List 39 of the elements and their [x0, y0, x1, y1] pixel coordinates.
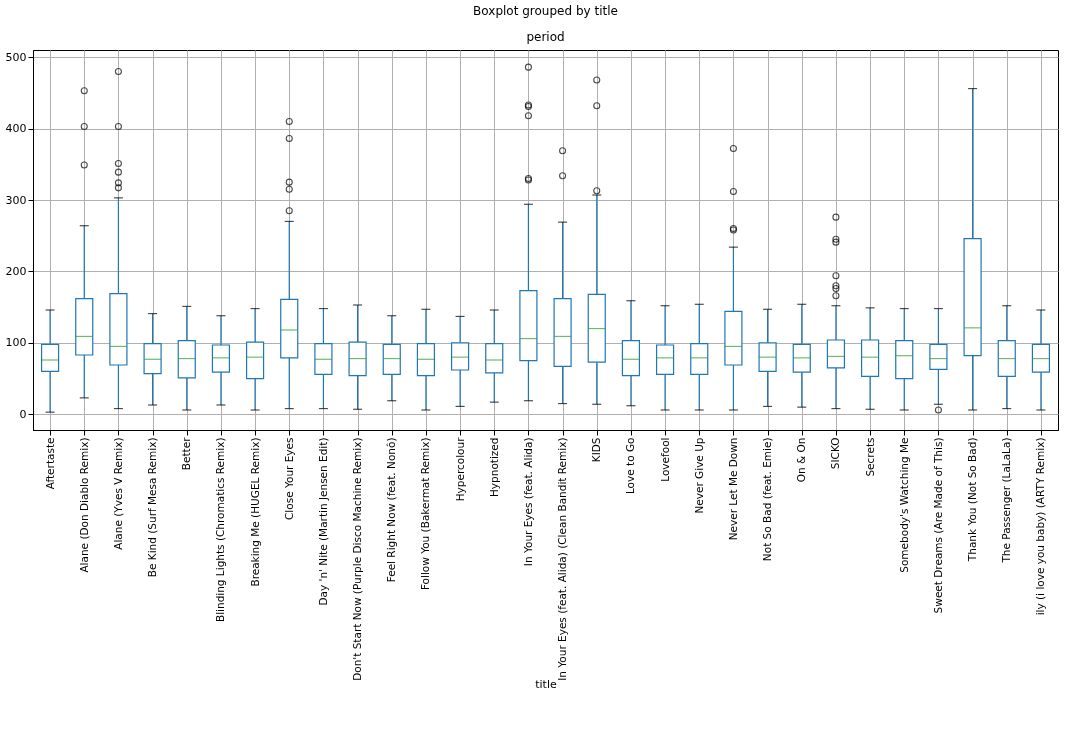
x-tick-label: Alane (Yves V Remix)	[111, 437, 124, 550]
x-tick-label: Be Kind (Surf Mesa Remix)	[146, 437, 159, 578]
x-tick-label: Better	[180, 436, 193, 471]
x-tick-label: Never Let Me Down	[726, 437, 739, 541]
x-tick-label: Thank You (Not So Bad)	[966, 437, 979, 563]
x-tick-label: Sweet Dreams (Are Made of This)	[931, 437, 944, 614]
x-tick-label: Secrets	[863, 437, 876, 477]
x-tick-label: Alane (Don Diablo Remix)	[77, 437, 90, 573]
x-tick-label: Aftertaste	[43, 437, 56, 490]
x-tick-label: Follow You (Bakermat Remix)	[419, 437, 432, 591]
x-axis-title: title	[535, 677, 557, 691]
x-tick-label: The Passenger (LaLaLa)	[1000, 437, 1013, 564]
x-tick-label: Feel Right Now (feat. Nonô)	[385, 437, 398, 583]
y-tick-label: 300	[5, 193, 27, 207]
x-tick-label: In Your Eyes (feat. Alida)	[521, 437, 534, 567]
x-tick-label: Don't Start Now (Purple Disco Machine Remix)	[351, 437, 364, 681]
x-tick-label: SICKO	[829, 437, 842, 470]
x-tick-label: Breaking Me (HUGEL Remix)	[248, 437, 261, 587]
y-tick-label: 200	[5, 264, 27, 278]
x-tick-label: Blinding Lights (Chromatics Remix)	[214, 437, 227, 623]
x-tick-label: Hypnotized	[487, 437, 500, 498]
y-tick-label: 0	[19, 407, 27, 421]
x-tick-label: Love to Go	[624, 437, 637, 495]
x-tick-label: Not So Bad (feat. Emie)	[761, 437, 774, 562]
x-tick-label: KIDS	[590, 437, 603, 463]
y-tick-label: 500	[5, 50, 27, 64]
x-tick-label: Never Give Up	[692, 437, 705, 514]
x-tick-label: In Your Eyes (feat. Alida) (Clean Bandit Remix)	[556, 437, 569, 681]
x-tick-label: Hypercolour	[453, 436, 466, 502]
chart-title: Boxplot grouped by title	[473, 4, 618, 18]
x-tick-label: Day 'n' Nite (Martin Jensen Edit)	[316, 437, 329, 606]
x-tick-label: Lovefool	[658, 437, 671, 482]
x-tick-label: Somebody's Watching Me	[897, 437, 910, 573]
y-tick-label: 100	[5, 336, 27, 350]
chart-subtitle: period	[526, 30, 565, 44]
x-tick-label: ily (i love you baby) (ARTY Remix)	[1034, 437, 1047, 616]
y-tick-label: 400	[5, 122, 27, 136]
x-tick-label: On & On	[795, 437, 808, 483]
x-tick-label: Close Your Eyes	[282, 437, 295, 520]
